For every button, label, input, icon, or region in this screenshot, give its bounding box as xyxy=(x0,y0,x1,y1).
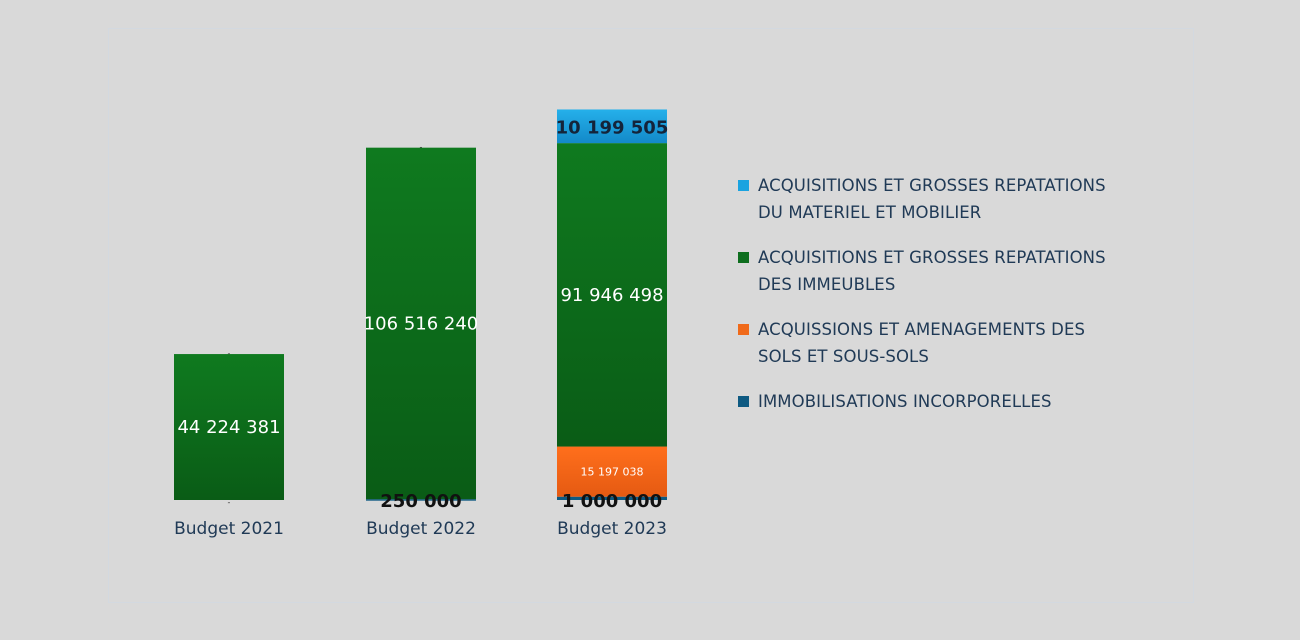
stacked-bar-chart: - 44 224 381 - 250 000 106 516 240 - 1 000 000… xyxy=(174,109,669,539)
legend: ACQUISITIONS ET GROSSES REPATATIONS DU MA… xyxy=(738,172,1138,433)
bar-immobilisations-incorporelles-1 xyxy=(366,499,476,501)
data-label-immobilisations-incorporelles-0: - xyxy=(228,498,231,507)
legend-label: DES IMMEUBLES xyxy=(758,275,896,294)
bar-acquisitions-et-grosses-repatations-du-materiel-et-mobilier-2 xyxy=(557,109,667,144)
data-label-acquisitions-et-grosses-repatations-du-materiel-et-mobilier-0: - xyxy=(228,349,231,358)
legend-label: ACQUISITIONS ET GROSSES REPATATIONS xyxy=(758,176,1106,195)
legend-item-acquisitions-et-grosses-repatations-des-immeubles: ACQUISITIONS ET GROSSES REPATATIONS DES I… xyxy=(738,244,1138,298)
x-tick-label: Budget 2023 xyxy=(557,519,667,539)
legend-label: IMMOBILISATIONS INCORPORELLES xyxy=(758,392,1052,411)
legend-label: DU MATERIEL ET MOBILIER xyxy=(758,203,982,222)
data-label-immobilisations-incorporelles-2: 1 000 000 xyxy=(562,491,662,512)
legend-label: ACQUISSIONS ET AMENAGEMENTS DES xyxy=(758,320,1086,339)
data-label-immobilisations-incorporelles-1: 250 000 xyxy=(380,491,461,512)
x-tick-label: Budget 2022 xyxy=(366,519,476,539)
legend-item-acquissions-et-amenagements-des-sols-et-sous-sols: ACQUISSIONS ET AMENAGEMENTS DES SOLS ET S… xyxy=(738,316,1138,370)
legend-label: ACQUISITIONS ET GROSSES REPATATIONS xyxy=(758,248,1106,267)
data-label-acquisitions-et-grosses-repatations-des-immeubles-1: 106 516 240 xyxy=(364,313,479,334)
data-label-acquisitions-et-grosses-repatations-du-materiel-et-mobilier-2: 10 199 505 xyxy=(556,117,669,138)
legend-swatch xyxy=(738,180,749,191)
bar-acquissions-et-amenagements-des-sols-et-sous-sols-2 xyxy=(557,446,667,497)
data-label-acquisitions-et-grosses-repatations-du-materiel-et-mobilier-1: - xyxy=(420,143,423,152)
bar-acquisitions-et-grosses-repatations-des-immeubles-1 xyxy=(366,147,476,500)
data-label-acquisitions-et-grosses-repatations-des-immeubles-0: 44 224 381 xyxy=(177,417,280,438)
legend-swatch xyxy=(738,396,749,407)
data-label-acquissions-et-amenagements-des-sols-et-sous-sols-2: 15 197 038 xyxy=(581,466,644,479)
data-label-acquisitions-et-grosses-repatations-des-immeubles-2: 91 946 498 xyxy=(560,285,663,306)
bar-acquisitions-et-grosses-repatations-des-immeubles-0 xyxy=(174,354,284,500)
legend-item-acquisitions-et-grosses-repatations-du-materiel-et-mobilier: ACQUISITIONS ET GROSSES REPATATIONS DU MA… xyxy=(738,172,1138,226)
legend-label: SOLS ET SOUS-SOLS xyxy=(758,347,929,366)
legend-swatch xyxy=(738,252,749,263)
legend-swatch xyxy=(738,324,749,335)
x-tick-label: Budget 2021 xyxy=(174,519,284,539)
bar-acquisitions-et-grosses-repatations-des-immeubles-2 xyxy=(557,143,667,447)
bar-immobilisations-incorporelles-2 xyxy=(557,496,667,500)
legend-item-immobilisations-incorporelles: IMMOBILISATIONS INCORPORELLES xyxy=(738,388,1138,415)
chart-area: - 44 224 381 - 250 000 106 516 240 - 1 000 000… xyxy=(108,28,1194,603)
